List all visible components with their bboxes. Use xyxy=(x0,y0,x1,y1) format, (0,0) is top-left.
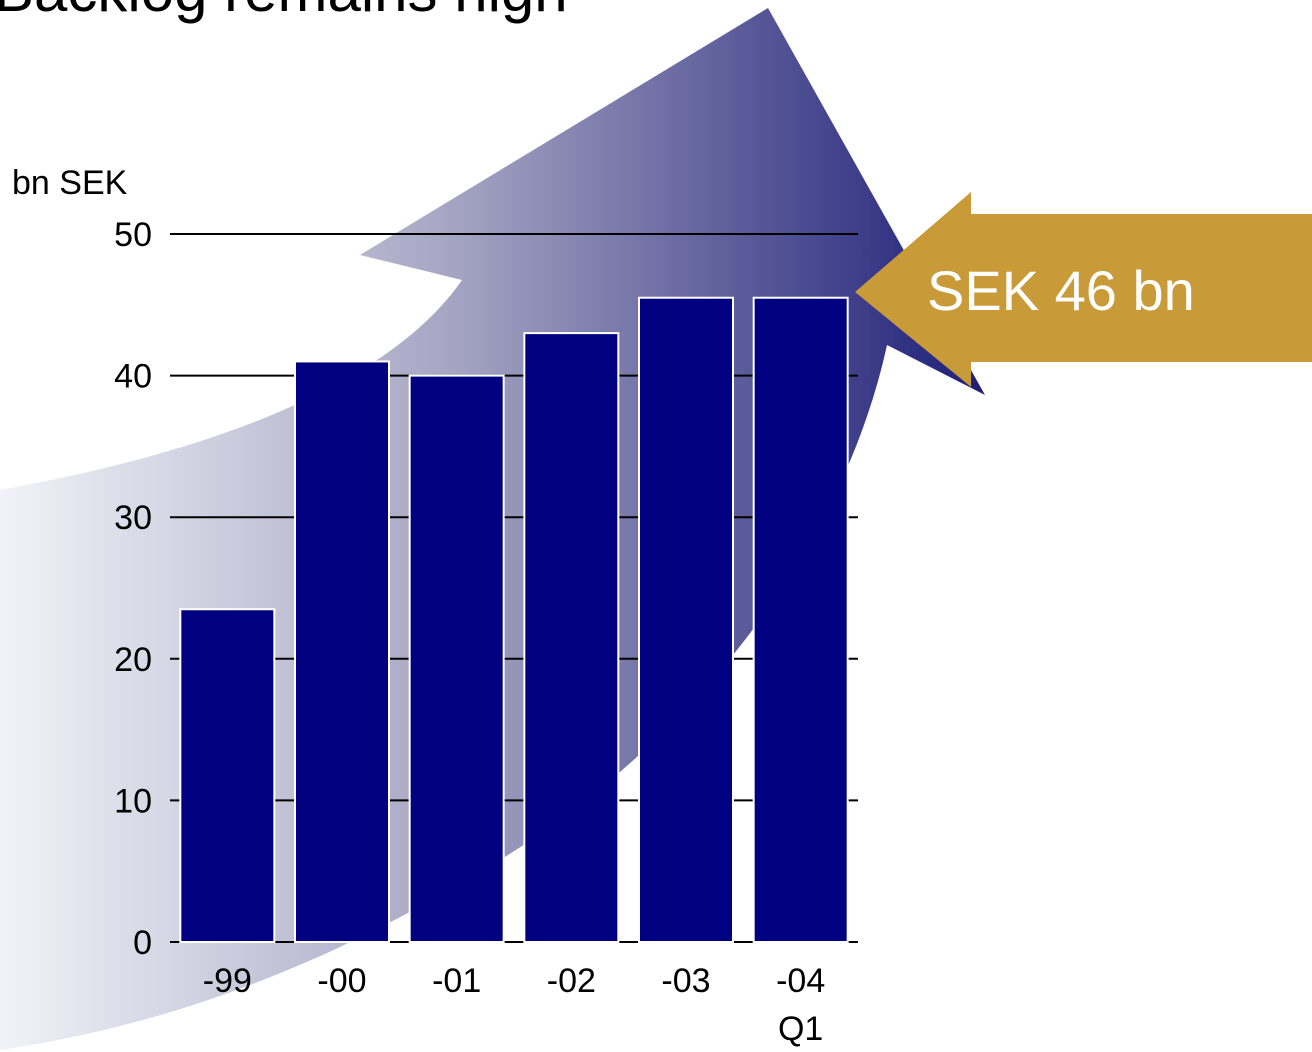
y-tick-label: 10 xyxy=(114,782,152,820)
bar xyxy=(752,296,849,944)
y-tick-label: 20 xyxy=(114,641,152,679)
bar xyxy=(638,296,734,944)
y-axis-label: bn SEK xyxy=(12,164,128,202)
bar xyxy=(408,374,505,944)
y-tick-label: 50 xyxy=(114,216,152,254)
x-tick-label: -99 xyxy=(203,962,252,1000)
slide-title: Backlog remains high xyxy=(0,0,568,25)
x-tick-label: -01 xyxy=(432,962,481,1000)
y-tick-label: 40 xyxy=(114,358,152,396)
x-tick-label: -00 xyxy=(317,962,366,1000)
x-tick-label: -04 xyxy=(776,962,825,1000)
y-tick-label: 0 xyxy=(133,924,152,962)
bar xyxy=(523,332,620,943)
bar xyxy=(294,360,390,943)
backlog-callout-arrow xyxy=(855,192,1312,387)
x-tick-label: -02 xyxy=(547,962,596,1000)
callout-label: SEK 46 bn xyxy=(927,259,1195,322)
bar xyxy=(179,608,276,943)
x-tick-sublabel: Q1 xyxy=(778,1010,823,1048)
y-tick-label: 30 xyxy=(114,499,152,537)
x-tick-label: -03 xyxy=(661,962,710,1000)
